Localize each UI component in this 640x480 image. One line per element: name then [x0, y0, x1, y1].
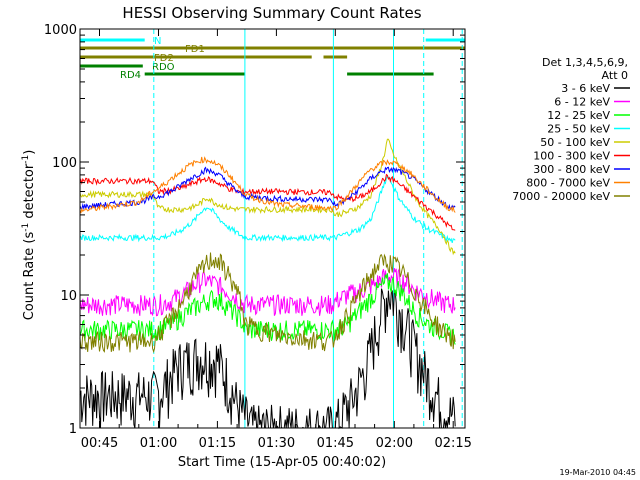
x-tick-label: 01:00	[140, 436, 177, 451]
legend-label: 300 - 800 keV	[533, 163, 610, 176]
x-axis-ticks: 00:45 01:00 01:15 01:30 01:45 02:00 02:15	[81, 29, 472, 451]
legend-label: 50 - 100 keV	[540, 136, 610, 149]
footer-timestamp: 19-Mar-2010 04:45	[560, 468, 637, 477]
y-axis-label: Count Rate (s-1 detector-1)	[21, 150, 37, 321]
series-line-3	[79, 175, 456, 244]
series-line-6	[79, 166, 456, 211]
x-tick-label: 01:30	[258, 436, 295, 451]
flag-label-rdo: RDO	[152, 62, 175, 73]
x-tick-label: 02:00	[376, 436, 413, 451]
y-tick-label: 1000	[44, 23, 77, 38]
series-line-5	[79, 173, 456, 231]
legend-label: 800 - 7000 keV	[526, 177, 610, 190]
flag-label-rd4: RD4	[120, 70, 141, 81]
y-tick-label: 10	[60, 289, 77, 304]
legend-label: 3 - 6 keV	[561, 82, 610, 95]
legend-label: 12 - 25 keV	[547, 109, 610, 122]
y-tick-label: 100	[52, 156, 77, 171]
legend-label: 6 - 12 keV	[554, 96, 610, 109]
y-tick-label: 1	[69, 422, 77, 437]
legend-label: 25 - 50 keV	[547, 123, 610, 136]
series-line-1	[79, 267, 456, 317]
legend-label: 7000 - 20000 keV	[512, 190, 610, 203]
flag-label-fd1: FD1	[185, 44, 205, 55]
x-tick-label: 01:15	[199, 436, 236, 451]
legend-header-line2: Att 0	[602, 69, 628, 82]
y-axis-ticks: 1 10 100 1000	[44, 23, 465, 437]
attenuator-markers	[153, 29, 463, 428]
chart-title: HESSI Observing Summary Count Rates	[122, 4, 421, 22]
series-line-7	[79, 156, 456, 214]
x-tick-label: 01:45	[317, 436, 354, 451]
series-line-2	[79, 273, 456, 346]
series-lines	[79, 138, 456, 430]
series-line-4	[79, 138, 456, 256]
flag-label-n: N	[154, 36, 161, 47]
series-line-8	[79, 252, 456, 354]
x-tick-label: 02:15	[434, 436, 471, 451]
flag-label-fd2: FD2	[154, 53, 174, 64]
legend-label: 100 - 300 keV	[533, 150, 610, 163]
plot-frame	[79, 28, 466, 429]
legend-header-line1: Det 1,3,4,5,6,9,	[542, 56, 628, 69]
series-line-0	[79, 288, 456, 430]
x-axis-label: Start Time (15-Apr-05 00:40:02)	[178, 455, 386, 470]
x-tick-label: 00:45	[81, 436, 118, 451]
